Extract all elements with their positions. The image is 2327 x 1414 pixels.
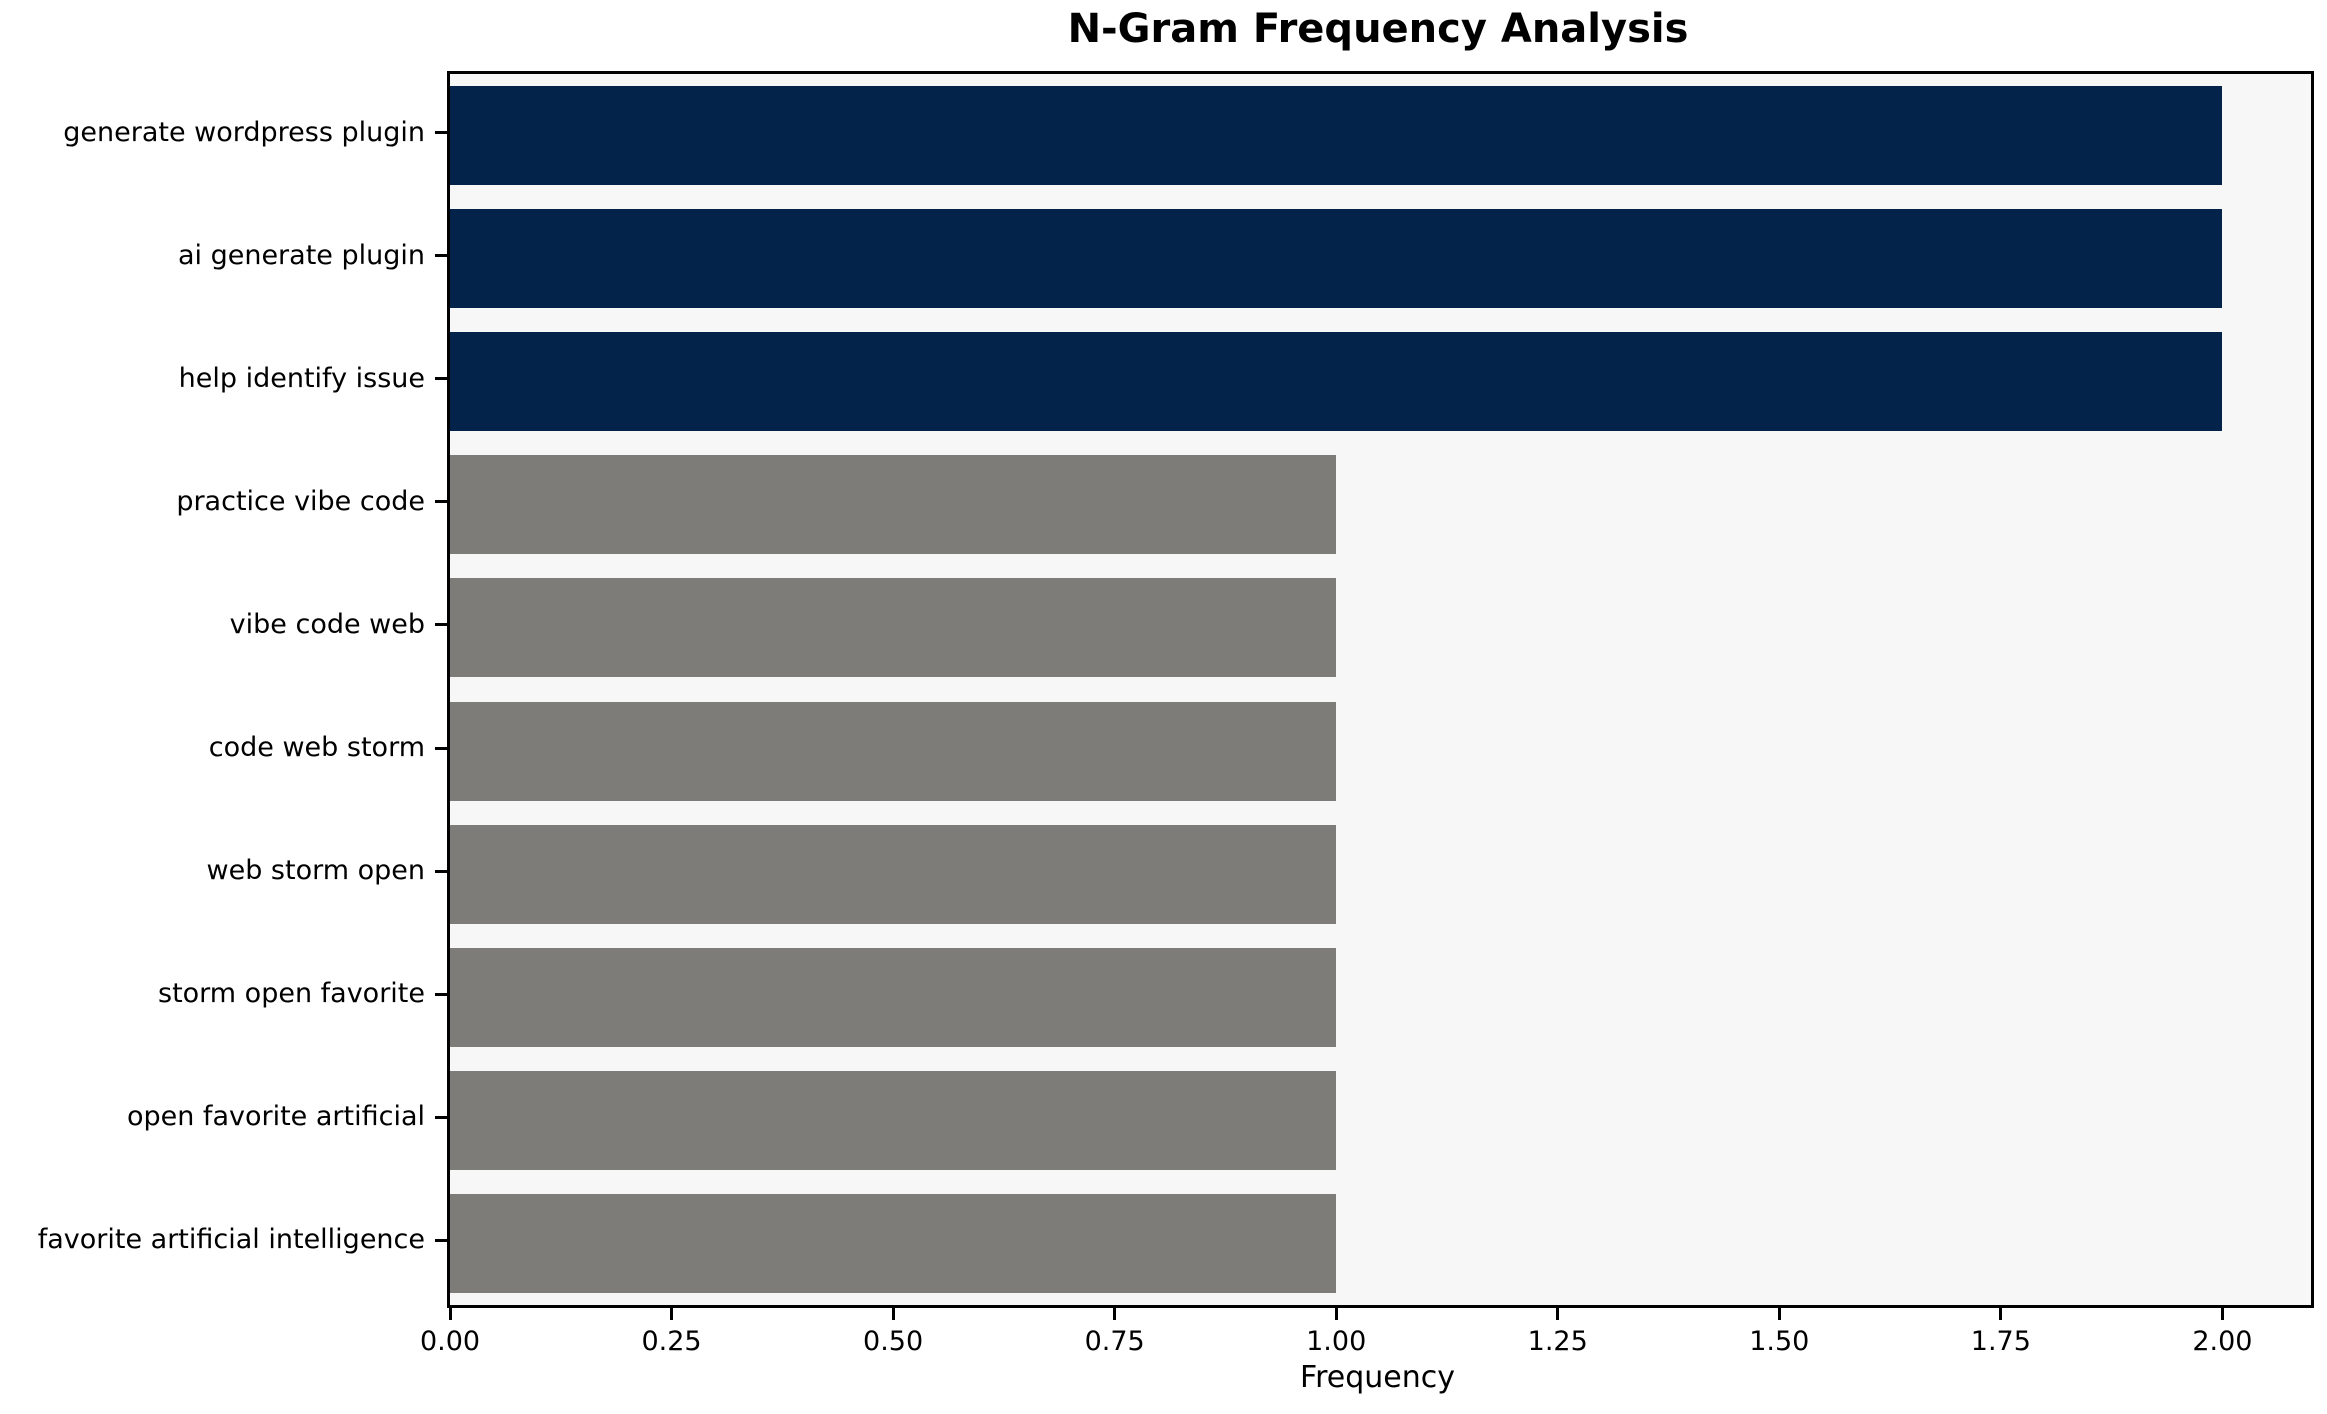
x-axis-label: Frequency — [1300, 1360, 1455, 1395]
y-tick-mark — [435, 1115, 447, 1119]
x-tick-label: 1.50 — [1749, 1326, 1810, 1357]
x-tick-label: 1.00 — [1306, 1326, 1367, 1357]
bar-vibe-code-web — [450, 578, 1337, 678]
y-tick-mark — [435, 131, 447, 135]
bar-code-web-storm — [450, 701, 1337, 801]
x-tick-label: 0.50 — [863, 1326, 924, 1357]
plot-area — [447, 71, 2314, 1308]
y-tick-label: web storm open — [206, 855, 425, 887]
x-tick-mark — [1777, 1308, 1781, 1320]
y-tick-mark — [435, 1238, 447, 1242]
x-tick-mark — [1334, 1308, 1338, 1320]
x-tick-mark — [670, 1308, 674, 1320]
x-tick-mark — [891, 1308, 895, 1320]
x-tick-label: 0.00 — [419, 1326, 481, 1357]
y-tick-mark — [435, 746, 447, 750]
y-tick-mark — [435, 500, 447, 504]
y-tick-mark — [435, 377, 447, 381]
x-tick-label: 1.25 — [1527, 1326, 1588, 1357]
bar-favorite-artificial-intelligence — [450, 1193, 1337, 1293]
bar-practice-vibe-code — [450, 455, 1337, 555]
y-tick-label: help identify issue — [178, 362, 425, 394]
bar-storm-open-favorite — [450, 947, 1337, 1047]
bar-web-storm-open — [450, 824, 1337, 924]
x-tick-label: 0.25 — [641, 1326, 702, 1357]
y-tick-label: vibe code web — [229, 608, 425, 640]
x-tick-label: 0.75 — [1084, 1326, 1145, 1357]
x-tick-mark — [1113, 1308, 1117, 1320]
y-tick-label: code web storm — [208, 732, 425, 764]
y-tick-mark — [435, 254, 447, 258]
y-tick-label: storm open favorite — [158, 978, 425, 1010]
y-tick-label: favorite artificial intelligence — [37, 1224, 425, 1256]
bar-ai-generate-plugin — [450, 209, 2223, 309]
y-tick-label: practice vibe code — [176, 485, 425, 517]
x-tick-mark — [448, 1308, 452, 1320]
bar-generate-wordpress-plugin — [450, 86, 2223, 186]
bar-open-favorite-artificial — [450, 1070, 1337, 1170]
y-tick-label: generate wordpress plugin — [63, 116, 425, 148]
y-tick-mark — [435, 992, 447, 996]
x-tick-mark — [1999, 1308, 2003, 1320]
x-tick-mark — [1556, 1308, 1560, 1320]
y-tick-label: ai generate plugin — [177, 239, 425, 271]
x-tick-label: 2.00 — [2192, 1326, 2253, 1357]
y-tick-mark — [435, 869, 447, 873]
y-tick-label: open favorite artificial — [126, 1101, 425, 1133]
x-tick-mark — [2220, 1308, 2224, 1320]
y-tick-mark — [435, 623, 447, 627]
chart-title: N-Gram Frequency Analysis — [1067, 6, 1689, 52]
x-tick-label: 1.75 — [1970, 1326, 2031, 1357]
bar-help-identify-issue — [450, 332, 2223, 432]
